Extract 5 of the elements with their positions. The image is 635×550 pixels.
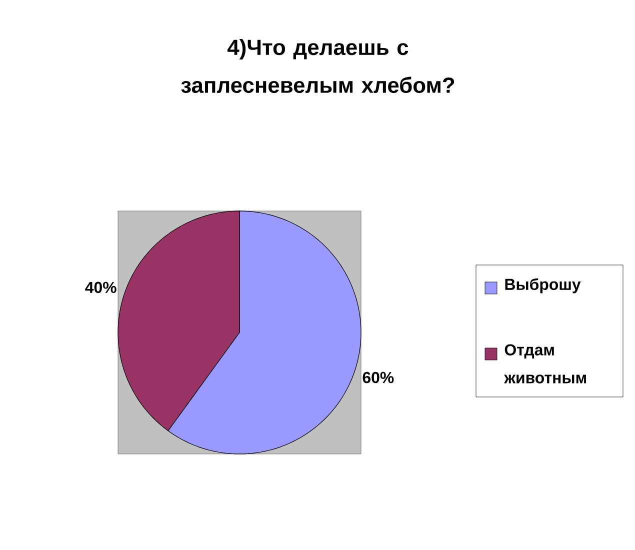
data-label: 40% [85, 282, 116, 294]
legend-label: Отдам животным [504, 344, 586, 384]
chart-title: 4)Что делаешь с заплесневелым хлебом? [181, 39, 454, 93]
data-label: 60% [362, 372, 394, 384]
legend-label: Выброшу [505, 278, 581, 294]
